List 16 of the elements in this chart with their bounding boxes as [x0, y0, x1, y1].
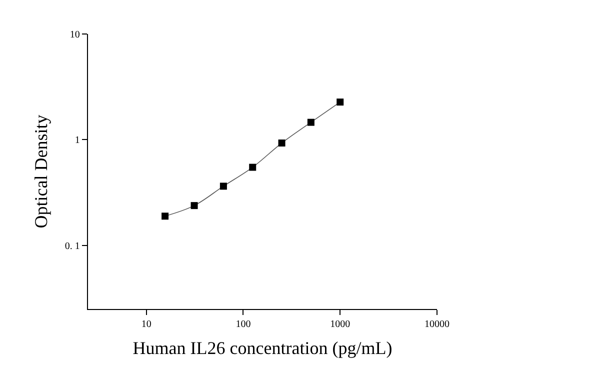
y-tick-label: 0. 1: [64, 240, 80, 252]
x-tick-label: 100: [236, 319, 251, 330]
point: [190, 202, 198, 210]
point: [162, 212, 169, 220]
point: [249, 164, 256, 171]
y-axis-title: Optical Density: [31, 114, 52, 228]
point: [278, 140, 286, 147]
point: [336, 98, 344, 106]
y-tick-label: 1: [74, 135, 80, 146]
point: [220, 182, 227, 190]
x-tick-label: 1000: [330, 319, 350, 330]
point: [307, 118, 314, 126]
x-tick-label: 10: [141, 319, 152, 330]
x-axis-title: Human IL26 concentration (pg/mL): [132, 338, 392, 358]
y-tick-label: 10: [70, 30, 80, 40]
x-tick-label: 10000: [424, 319, 450, 330]
